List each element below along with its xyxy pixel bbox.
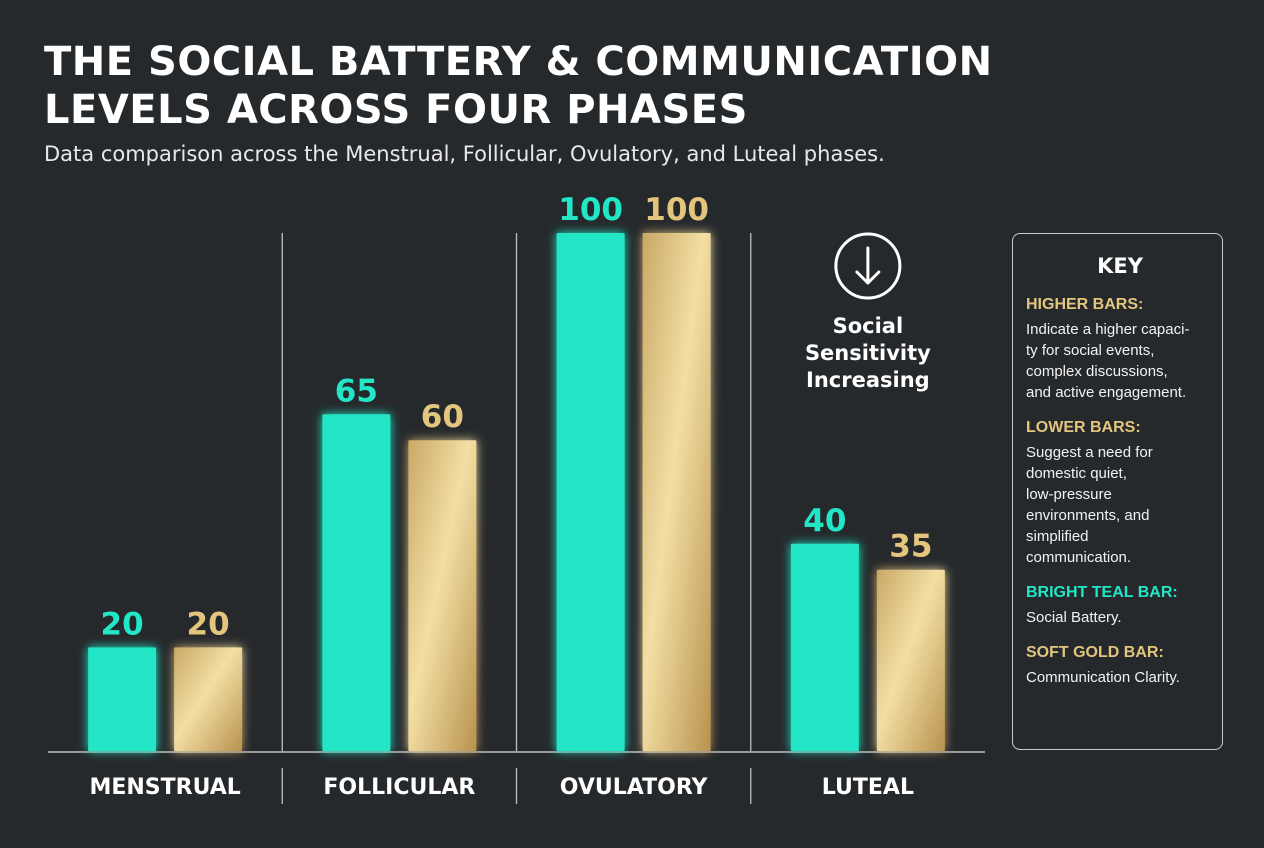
key-item-lower-bars: LOWER BARS: Suggest a need for domestic … [1026, 419, 1214, 568]
value-label: 20 [187, 606, 230, 642]
bar-social-battery [556, 233, 625, 751]
key-heading: SOFT GOLD BAR: [1026, 644, 1164, 661]
value-label: 35 [889, 529, 932, 565]
bar-communication-clarity [876, 569, 945, 751]
category-labels-group: MENSTRUAL FOLLICULAR OVULATORY LUTEAL [89, 775, 914, 800]
chart-title-line-1: THE SOCIAL BATTERY & COMMUNICATION [44, 39, 993, 85]
bar-communication-clarity [408, 440, 477, 751]
key-heading: LOWER BARS: [1026, 419, 1141, 436]
key-line: Suggest a need for [1026, 444, 1153, 461]
category-label: OVULATORY [560, 775, 709, 800]
annotation-line: Sensitivity [805, 341, 931, 365]
category-label: FOLLICULAR [323, 775, 475, 800]
key-description: Social Battery. [1026, 607, 1214, 628]
key-line: low-pressure [1026, 486, 1112, 503]
bars-group [88, 233, 945, 751]
arrow-down-icon [855, 246, 881, 285]
key-line: environments, and [1026, 507, 1150, 524]
key-line: Social Battery. [1026, 609, 1122, 626]
key-line: Indicate a higher capaci- [1026, 321, 1190, 338]
bar-communication-clarity [642, 233, 711, 751]
chart-subtitle: Data comparison across the Menstrual, Fo… [44, 142, 885, 166]
key-line: Communication Clarity. [1026, 669, 1180, 686]
key-description: Communication Clarity. [1026, 667, 1214, 688]
key-item-teal-bar: BRIGHT TEAL BAR: Social Battery. [1026, 584, 1214, 628]
key-description: Indicate a higher capaci- ty for social … [1026, 319, 1214, 403]
key-line: and active engagement. [1026, 384, 1187, 401]
key-heading: BRIGHT TEAL BAR: [1026, 584, 1178, 601]
key-line: simplified [1026, 528, 1089, 545]
key-line: domestic quiet, [1026, 465, 1127, 482]
key-title: KEY [1097, 254, 1143, 278]
key-panel: KEY HIGHER BARS: Indicate a higher capac… [1012, 233, 1223, 750]
value-labels-group: 20 20 65 60 100 100 40 35 [101, 192, 933, 642]
key-line: ty for social events, [1026, 342, 1155, 359]
bar-social-battery [322, 414, 391, 751]
annotation-line: Social [833, 314, 904, 338]
chart-title-line-2: LEVELS ACROSS FOUR PHASES [44, 87, 748, 133]
value-label: 65 [335, 373, 378, 409]
value-label: 60 [421, 399, 464, 435]
value-label: 100 [644, 192, 709, 228]
chart-title: THE SOCIAL BATTERY & COMMUNICATION LEVEL… [44, 38, 1044, 134]
bar-social-battery [88, 647, 157, 751]
bar-chart: 20 20 65 60 100 100 40 35 MENSTRUAL FOLLICULAR OV… [48, 192, 985, 804]
bar-communication-clarity [174, 647, 243, 751]
value-label: 40 [803, 503, 846, 539]
value-label: 20 [101, 606, 144, 642]
key-item-higher-bars: HIGHER BARS: Indicate a higher capaci- t… [1026, 296, 1214, 403]
annotation-text: Social Sensitivity Increasing [805, 314, 931, 392]
key-line: communication. [1026, 549, 1132, 566]
annotation-group: Social Sensitivity Increasing [805, 232, 931, 392]
key-item-gold-bar: SOFT GOLD BAR: Communication Clarity. [1026, 644, 1214, 688]
value-label: 100 [558, 192, 623, 228]
category-label: MENSTRUAL [89, 775, 240, 800]
key-line: complex discussions, [1026, 363, 1168, 380]
key-description: Suggest a need for domestic quiet, low-p… [1026, 442, 1214, 568]
phase-separators [281, 233, 752, 804]
bar-social-battery [790, 543, 859, 751]
arrow-down-circle-icon [834, 232, 902, 300]
category-label: LUTEAL [822, 775, 914, 800]
key-heading: HIGHER BARS: [1026, 296, 1144, 313]
annotation-line: Increasing [806, 368, 930, 392]
